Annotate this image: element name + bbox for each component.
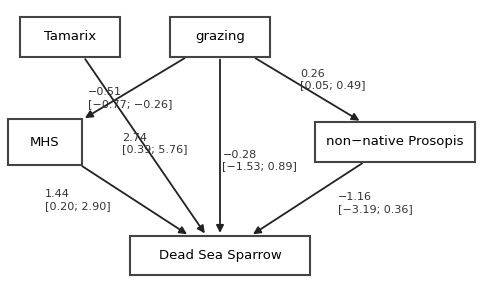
- Text: grazing: grazing: [195, 30, 245, 43]
- Text: −0.51
[−0.77; −0.26]: −0.51 [−0.77; −0.26]: [88, 87, 172, 109]
- Text: Dead Sea Sparrow: Dead Sea Sparrow: [158, 249, 282, 262]
- FancyBboxPatch shape: [8, 119, 83, 165]
- Text: Tamarix: Tamarix: [44, 30, 96, 43]
- Text: 2.74
[0.39; 5.76]: 2.74 [0.39; 5.76]: [122, 133, 188, 154]
- Text: 0.26
[0.05; 0.49]: 0.26 [0.05; 0.49]: [300, 69, 366, 90]
- Text: MHS: MHS: [30, 135, 60, 149]
- Text: 1.44
[0.20; 2.90]: 1.44 [0.20; 2.90]: [45, 189, 110, 211]
- Text: −1.16
[−3.19; 0.36]: −1.16 [−3.19; 0.36]: [338, 192, 412, 214]
- FancyBboxPatch shape: [20, 17, 120, 57]
- FancyBboxPatch shape: [130, 236, 310, 275]
- FancyBboxPatch shape: [170, 17, 270, 57]
- Text: non−native Prosopis: non−native Prosopis: [326, 135, 464, 149]
- FancyBboxPatch shape: [315, 122, 475, 162]
- Text: −0.28
[−1.53; 0.89]: −0.28 [−1.53; 0.89]: [222, 150, 298, 171]
